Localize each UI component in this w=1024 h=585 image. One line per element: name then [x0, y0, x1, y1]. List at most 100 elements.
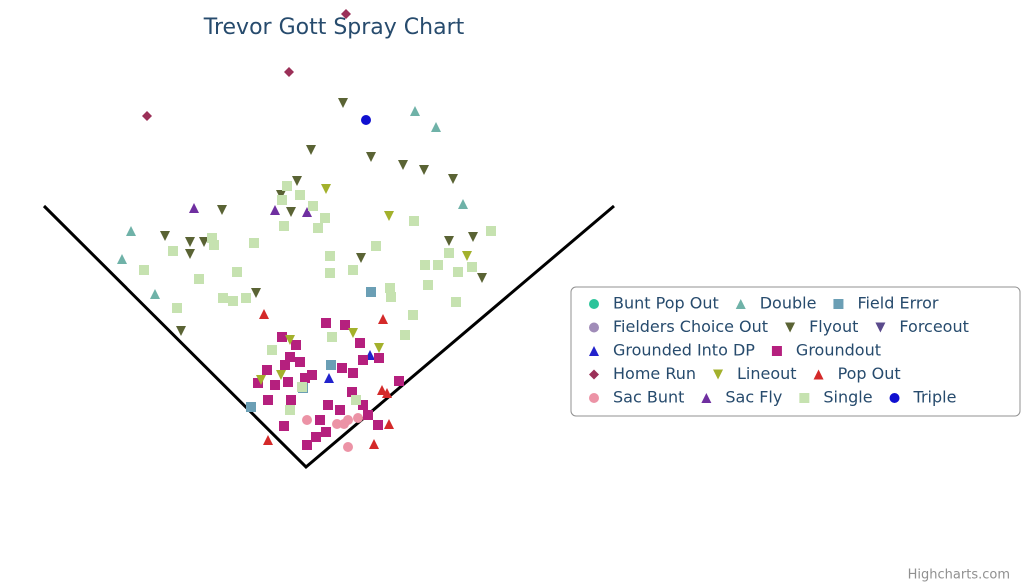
marker	[270, 380, 280, 390]
marker	[185, 249, 195, 259]
marker	[386, 292, 396, 302]
marker	[369, 439, 379, 449]
marker	[355, 338, 365, 348]
marker	[378, 314, 388, 324]
legend-label: Lineout	[737, 364, 797, 383]
marker	[297, 382, 307, 392]
legend-symbol	[589, 393, 599, 403]
legend-label: Field Error	[857, 294, 938, 313]
legend-label: Double	[760, 294, 817, 313]
marker	[263, 395, 273, 405]
marker	[347, 387, 357, 397]
marker	[467, 262, 477, 272]
marker	[209, 240, 219, 250]
legend: Bunt Pop Out Double Field Error Fielders Ch…	[589, 294, 969, 407]
marker	[325, 268, 335, 278]
marker	[277, 195, 287, 205]
credit: Highcharts.com	[908, 568, 1010, 583]
marker	[284, 67, 294, 77]
marker	[321, 184, 331, 194]
marker	[276, 370, 286, 380]
marker	[262, 365, 272, 375]
marker	[366, 152, 376, 162]
marker	[453, 267, 463, 277]
legend-symbol	[875, 322, 886, 333]
marker	[382, 388, 392, 398]
marker	[371, 241, 381, 251]
marker	[325, 251, 335, 261]
marker	[256, 375, 266, 385]
marker	[259, 309, 269, 319]
marker	[160, 231, 170, 241]
legend-symbol	[833, 299, 844, 309]
marker	[117, 254, 127, 264]
marker	[384, 419, 394, 429]
marker	[341, 9, 351, 19]
legend-symbol	[813, 369, 824, 380]
marker	[353, 413, 363, 423]
marker	[348, 328, 358, 338]
marker	[323, 400, 333, 410]
marker	[313, 223, 323, 233]
marker	[291, 340, 301, 350]
legend-symbol	[771, 346, 782, 356]
marker	[232, 267, 242, 277]
marker	[358, 400, 368, 410]
marker	[300, 373, 310, 383]
marker	[302, 415, 312, 425]
marker	[398, 160, 408, 170]
legend-symbol	[785, 322, 796, 333]
marker	[335, 405, 345, 415]
marker	[348, 368, 358, 378]
marker	[358, 355, 368, 365]
marker	[385, 283, 395, 293]
legend-label: Grounded Into DP	[613, 341, 755, 360]
marker	[420, 260, 430, 270]
marker	[315, 415, 325, 425]
marker	[172, 303, 182, 313]
foul-lines	[42, 204, 615, 470]
marker	[374, 353, 384, 363]
marker	[189, 203, 199, 213]
marker	[431, 122, 441, 132]
legend-symbol	[889, 393, 900, 403]
legend-label: Fielders Choice Out	[613, 317, 768, 336]
marker	[448, 174, 458, 184]
marker	[150, 289, 160, 299]
marker	[419, 165, 429, 175]
marker	[251, 288, 261, 298]
legend-label: Pop Out	[838, 364, 901, 383]
marker	[324, 373, 334, 383]
marker	[139, 265, 149, 275]
legend-label: Sac Fly	[725, 388, 782, 407]
legend-symbol	[799, 393, 810, 403]
marker	[142, 111, 152, 121]
marker	[486, 226, 496, 236]
marker	[374, 343, 384, 353]
legend-symbol	[713, 369, 724, 380]
marker	[279, 221, 289, 231]
marker	[279, 421, 289, 431]
marker	[263, 435, 273, 445]
marker	[280, 360, 290, 370]
marker	[356, 253, 366, 263]
legend-symbol	[701, 393, 712, 403]
marker	[292, 176, 302, 186]
marker	[340, 320, 350, 330]
marker	[168, 246, 178, 256]
marker	[339, 419, 349, 429]
marker	[286, 207, 296, 217]
marker	[410, 106, 420, 116]
marker	[253, 378, 263, 388]
marker	[451, 297, 461, 307]
marker	[343, 442, 353, 452]
legend-label: Sac Bunt	[613, 388, 684, 407]
legend-symbol	[589, 369, 599, 380]
marker	[377, 385, 387, 395]
marker	[286, 395, 296, 405]
marker	[302, 207, 312, 217]
marker	[185, 237, 195, 247]
legend-symbol	[589, 322, 599, 333]
marker	[311, 432, 321, 442]
marker	[462, 251, 472, 261]
